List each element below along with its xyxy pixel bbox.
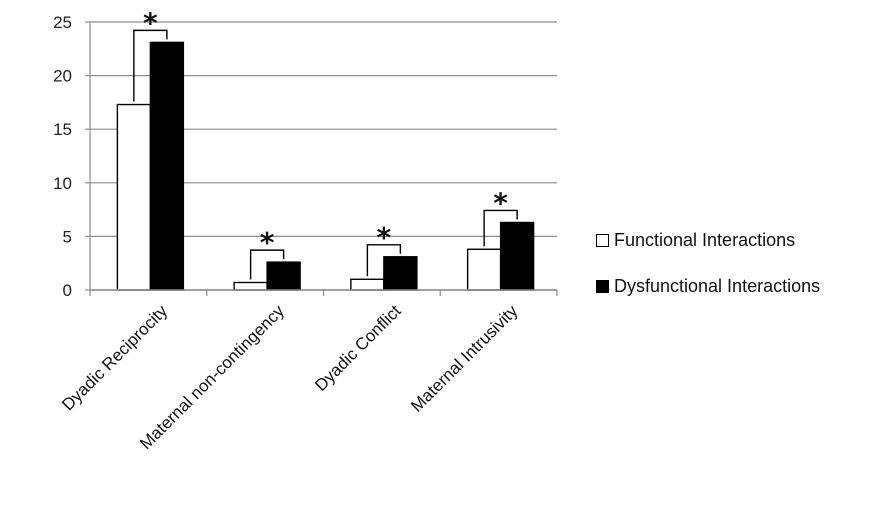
bar-dysfunctional [266, 261, 301, 291]
bar-functional [350, 278, 385, 291]
bar-dysfunctional [149, 41, 185, 291]
significance-star: * [260, 226, 275, 259]
legend-item-functional: Functional Interactions [596, 228, 820, 252]
significance-bracket [483, 209, 518, 247]
legend: Functional Interactions Dysfunctional In… [596, 228, 820, 320]
legend-label-dysfunctional: Dysfunctional Interactions [614, 275, 821, 296]
legend-swatch-dysfunctional [596, 279, 609, 293]
bar-functional [233, 281, 268, 291]
bar-dysfunctional [383, 256, 418, 291]
y-tick-label: 15 [53, 120, 72, 139]
y-tick-label: 25 [53, 13, 72, 32]
legend-label-functional: Functional Interactions [614, 229, 796, 250]
significance-star: * [377, 221, 392, 254]
bar-functional [116, 103, 152, 291]
legend-item-dysfunctional: Dysfunctional Interactions [596, 274, 820, 298]
significance-bracket [133, 29, 168, 102]
x-category-label: Dyadic Reciprocity [58, 301, 171, 414]
y-tick-label: 5 [63, 227, 72, 246]
y-tick-label: 20 [53, 67, 72, 86]
significance-star: * [493, 186, 508, 219]
significance-star: * [143, 6, 158, 39]
significance-bracket [249, 249, 285, 280]
significance-bracket [366, 244, 402, 277]
x-category-label: Maternal Intrusivity [407, 301, 522, 416]
y-tick-label: 0 [63, 281, 72, 300]
x-category-label: Dyadic Conflict [311, 301, 405, 395]
bar-dysfunctional [499, 221, 535, 291]
legend-swatch-functional [596, 233, 609, 247]
y-tick-label: 10 [53, 174, 72, 193]
bar-functional [466, 248, 502, 291]
